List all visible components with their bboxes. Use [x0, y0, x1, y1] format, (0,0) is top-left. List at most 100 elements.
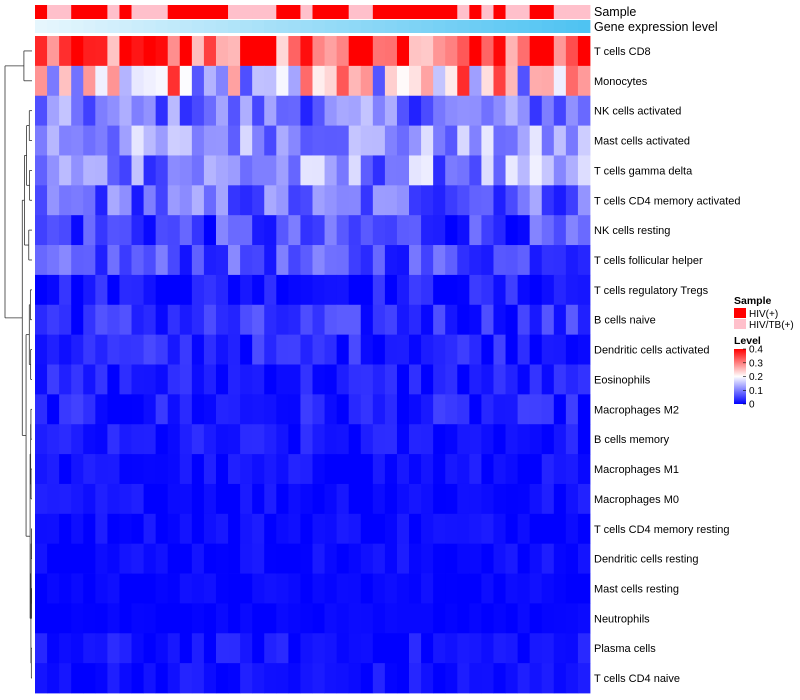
heatmap-cell — [95, 185, 108, 216]
sample-annotation-cell — [421, 5, 434, 19]
heatmap-cell — [529, 364, 543, 395]
heatmap-cell — [47, 424, 60, 455]
heatmap-cell — [47, 334, 60, 365]
sample-annotation-cell — [493, 5, 506, 19]
sample-annotation-cell — [155, 5, 169, 19]
heatmap-cell — [421, 633, 434, 664]
heatmap-cell — [179, 215, 193, 246]
heatmap-cell — [252, 155, 265, 186]
heatmap-cell — [35, 245, 48, 276]
heatmap-cell — [493, 155, 506, 186]
heatmap-cell — [409, 185, 422, 216]
heatmap-cell — [336, 543, 350, 574]
heatmap-cell — [47, 513, 60, 545]
heatmap-cell — [384, 603, 398, 634]
heatmap-cell — [83, 304, 96, 336]
heatmap-cell — [155, 274, 169, 306]
heatmap-cell — [47, 304, 60, 336]
heatmap-cell — [421, 573, 434, 604]
heatmap-cell — [179, 274, 193, 306]
heatmap-cell — [143, 95, 157, 126]
heatmap-cell — [288, 424, 301, 455]
heatmap-cell — [396, 274, 410, 306]
heatmap-cell — [457, 36, 470, 67]
heatmap-cell — [300, 155, 313, 186]
row-label: Monocytes — [594, 76, 648, 88]
heatmap-cell — [179, 334, 193, 365]
heatmap-cell — [553, 36, 567, 67]
heatmap-cell — [445, 65, 458, 97]
heatmap-cell — [457, 543, 470, 574]
heatmap-cell — [457, 364, 470, 395]
gene-expression-cell — [324, 20, 338, 33]
heatmap-cell — [457, 454, 470, 485]
heatmap-cell — [565, 394, 579, 425]
heatmap-cell — [59, 304, 72, 336]
heatmap-cell — [469, 155, 482, 186]
sample-annotation-cell — [336, 5, 350, 19]
heatmap-cell — [469, 483, 482, 515]
heatmap-cell — [493, 274, 506, 306]
heatmap-cell — [155, 65, 169, 97]
heatmap-cell — [336, 304, 350, 336]
heatmap-cell — [384, 95, 398, 126]
heatmap-cell — [47, 245, 60, 276]
heatmap-cell — [167, 454, 181, 485]
gene-expression-cell — [541, 20, 555, 33]
heatmap-cell — [83, 274, 96, 306]
heatmap-cell — [228, 633, 241, 664]
heatmap-cell — [433, 424, 446, 455]
heatmap-cell — [71, 424, 84, 455]
sample-annotation-cell — [95, 5, 108, 19]
heatmap-cell — [445, 334, 458, 365]
heatmap-cell — [240, 155, 253, 186]
row-label: Plasma cells — [594, 643, 656, 655]
heatmap-cell — [240, 394, 253, 425]
heatmap-cell — [191, 513, 205, 545]
heatmap-cell — [396, 573, 410, 604]
heatmap-cell — [481, 215, 494, 246]
heatmap-cell — [264, 633, 277, 664]
heatmap-cell — [360, 394, 374, 425]
heatmap-cell — [312, 454, 325, 485]
heatmap-cell — [445, 633, 458, 664]
heatmap-cell — [83, 65, 96, 97]
heatmap-cell — [565, 65, 579, 97]
sample-annotation-cell — [228, 5, 241, 19]
heatmap-cell — [481, 274, 494, 306]
heatmap-cell — [179, 454, 193, 485]
heatmap-cell — [541, 424, 555, 455]
sample-annotation-cell — [348, 5, 362, 19]
heatmap-cell — [276, 274, 289, 306]
heatmap-cell — [228, 304, 241, 336]
heatmap-cell — [203, 65, 217, 97]
heatmap-cell — [481, 95, 494, 126]
heatmap-cell — [529, 483, 543, 515]
heatmap-cell — [47, 633, 60, 664]
heatmap-cell — [119, 633, 132, 664]
heatmap-cell — [421, 424, 434, 455]
level-legend-ticks: 0.4 0.3 0.2 0.1 0 — [743, 345, 763, 411]
heatmap-cell — [529, 245, 543, 276]
heatmap-cell — [191, 215, 205, 246]
heatmap-cell — [517, 155, 531, 186]
heatmap-cell — [59, 125, 72, 156]
heatmap-cell — [324, 633, 338, 664]
heatmap-cell — [348, 573, 362, 604]
heatmap-cell — [191, 543, 205, 574]
heatmap-cell — [83, 454, 96, 485]
heatmap-cell — [481, 513, 494, 545]
heatmap-cell — [119, 543, 132, 574]
heatmap-cell — [541, 185, 555, 216]
sample-annotation-cell — [469, 5, 482, 19]
heatmap-cell — [336, 215, 350, 246]
heatmap-cell — [396, 454, 410, 485]
heatmap-cell — [95, 304, 108, 336]
heatmap-cell — [155, 483, 169, 515]
heatmap-cell — [252, 424, 265, 455]
heatmap-cell — [203, 36, 217, 67]
heatmap-cell — [421, 304, 434, 336]
sample-annotation-cell — [276, 5, 289, 19]
heatmap-cell — [155, 573, 169, 604]
heatmap-cell — [107, 424, 120, 455]
